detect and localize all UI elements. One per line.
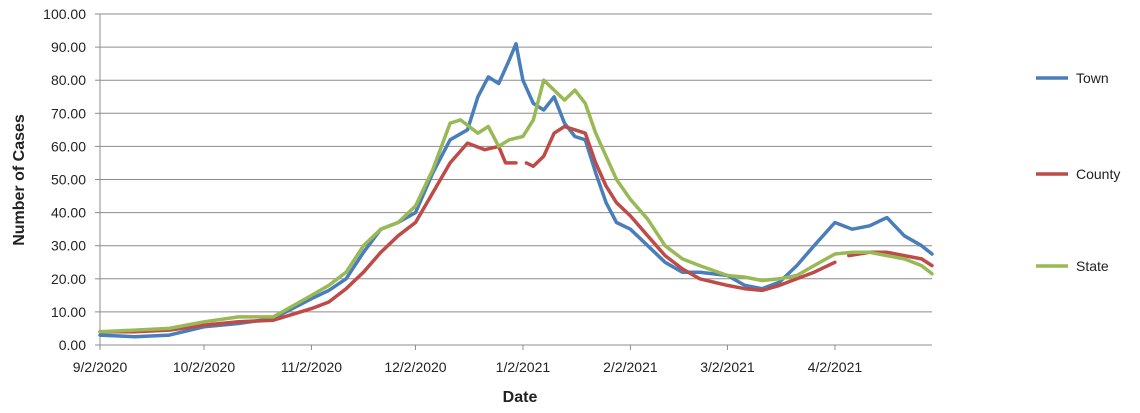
legend-label: Town: [1076, 70, 1109, 86]
y-tick-label: 10.00: [51, 304, 86, 320]
series-line-county: [98, 124, 934, 334]
y-axis-title: Number of Cases: [11, 114, 28, 246]
x-tick-label: 4/2/2021: [808, 359, 863, 375]
y-tick-label: 20.00: [51, 271, 86, 287]
x-tick-label: 3/2/2021: [700, 359, 755, 375]
y-tick-label: 80.00: [51, 72, 86, 88]
x-axis-title: Date: [503, 389, 538, 406]
x-axis-ticks: 9/2/2020 10/2/2020 11/2/2020 12/2/2020 1/2/2…: [73, 345, 863, 375]
x-tick-label: 11/2/2020: [281, 359, 342, 375]
series-line-state: [98, 78, 934, 334]
legend: Town County State: [1036, 70, 1120, 274]
y-tick-label: 40.00: [51, 205, 86, 221]
x-tick-label: 1/2/2021: [496, 359, 551, 375]
y-tick-label: 70.00: [51, 105, 86, 121]
series-lines: [98, 42, 934, 339]
y-tick-label: 60.00: [51, 138, 86, 154]
x-tick-label: 2/2/2021: [603, 359, 658, 375]
x-tick-label: 12/2/2020: [384, 359, 446, 375]
legend-label: County: [1076, 166, 1120, 182]
x-tick-label: 9/2/2020: [73, 359, 128, 375]
y-tick-label: 90.00: [51, 39, 86, 55]
y-tick-label: 30.00: [51, 238, 86, 254]
y-tick-label: 50.00: [51, 172, 86, 188]
y-tick-label: 0.00: [59, 337, 86, 353]
legend-label: State: [1076, 258, 1109, 274]
x-tick-label: 10/2/2020: [173, 359, 235, 375]
axes: [99, 14, 932, 346]
y-axis-ticks: 0.00 10.00 20.00 30.00 40.00 50.00 60.00 70.00 8…: [43, 6, 100, 353]
series-line-town: [98, 42, 934, 339]
y-tick-label: 100.00: [43, 6, 86, 22]
